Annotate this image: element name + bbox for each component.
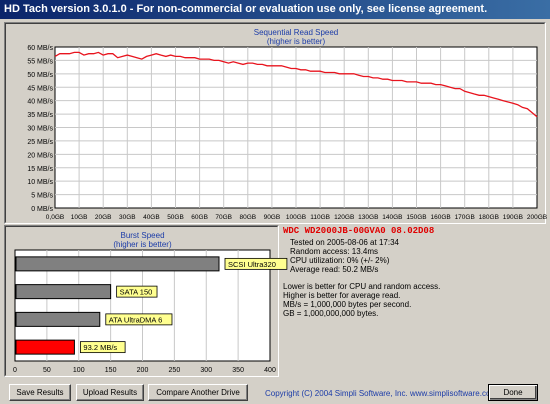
- done-button[interactable]: Done: [488, 384, 538, 401]
- y-tick-label: 60 MB/s: [27, 45, 53, 52]
- burst-speed-panel: Burst Speed (higher is better) 0 50 100 150 20…: [4, 225, 288, 377]
- x-tick-label: 170GB: [455, 214, 475, 221]
- chart-subtitle: (higher is better): [267, 37, 326, 46]
- x-tick-label: 100GB: [286, 214, 306, 221]
- y-tick-label: 15 MB/s: [27, 166, 53, 173]
- tested-on: Tested on 2005-08-06 at 17:34: [290, 238, 399, 247]
- burst-bar-label: SATA 150: [120, 288, 153, 297]
- x-tick-label: 180GB: [479, 214, 499, 221]
- x-tick-label: 200: [137, 367, 149, 374]
- y-tick-label: 0 MB/s: [31, 206, 53, 213]
- read-speed-chart: Sequential Read Speed(higher is better) 0…: [27, 28, 547, 221]
- chart-subtitle: (higher is better): [113, 240, 172, 249]
- upload-results-button[interactable]: Upload Results: [76, 384, 144, 401]
- x-tick-label: 100: [73, 367, 85, 374]
- x-tick-label: 30GB: [119, 214, 136, 221]
- burst-label-box: [224, 257, 288, 270]
- x-tick-label: 160GB: [430, 214, 450, 221]
- burst-bar-label: ATA UltraDMA 6: [109, 315, 163, 324]
- x-tick-label: 20GB: [95, 214, 112, 221]
- cpu-utilization: CPU utilization: 0% (+/- 2%): [290, 256, 390, 265]
- average-read: Average read: 50.2 MB/s: [290, 265, 379, 274]
- x-tick-label: 40GB: [143, 214, 160, 221]
- burst-label-box: [80, 341, 126, 354]
- drive-name: WDC WD2000JB-00GVA0 08.02D08: [283, 226, 435, 236]
- note-line: Higher is better for average read.: [283, 291, 401, 300]
- burst-label-box: [105, 313, 173, 326]
- x-tick-label: 120GB: [334, 214, 354, 221]
- read-speed-panel: Sequential Read Speed (higher is better) 0…: [4, 22, 547, 224]
- x-tick-label: 70GB: [215, 214, 232, 221]
- x-tick-label: 50GB: [167, 214, 184, 221]
- x-tick-label: 350: [232, 367, 244, 374]
- burst-bar: [15, 311, 101, 327]
- note-line: GB = 1,000,000,000 bytes.: [283, 309, 379, 318]
- x-tick-label: 90GB: [264, 214, 281, 221]
- compare-drive-button[interactable]: Compare Another Drive: [148, 384, 248, 401]
- y-tick-label: 20 MB/s: [27, 152, 53, 159]
- x-tick-label: 130GB: [358, 214, 378, 221]
- x-tick-label: 400: [264, 367, 276, 374]
- read-speed-line: [54, 51, 538, 118]
- y-tick-label: 40 MB/s: [27, 99, 53, 106]
- burst-bar-label: 93.2 MB/s: [83, 343, 117, 352]
- title-bar: HD Tach version 3.0.1.0 - For non-commer…: [0, 0, 550, 19]
- random-access: Random access: 13.4ms: [290, 247, 379, 256]
- x-tick-label: 10GB: [71, 214, 88, 221]
- save-results-button[interactable]: Save Results: [9, 384, 71, 401]
- y-tick-label: 35 MB/s: [27, 112, 53, 119]
- x-tick-label: 80GB: [239, 214, 256, 221]
- drive-info-panel: WDC WD2000JB-00GVA0 08.02D08 Tested on 2…: [283, 226, 545, 376]
- burst-label-box: [116, 285, 158, 298]
- chart-title: Burst Speed: [120, 231, 164, 240]
- x-tick-label: 200GB: [527, 214, 547, 221]
- x-tick-label: 50: [43, 367, 51, 374]
- burst-bar: [15, 256, 220, 272]
- x-tick-label: 60GB: [191, 214, 208, 221]
- chart-title: Sequential Read Speed: [254, 28, 339, 37]
- burst-speed-chart: Burst Speed(higher is better) 0 50 100 150 20…: [13, 231, 288, 374]
- x-tick-label: 250: [169, 367, 181, 374]
- y-tick-label: 10 MB/s: [27, 179, 53, 186]
- x-tick-label: 0: [13, 367, 17, 374]
- note-line: MB/s = 1,000,000 bytes per second.: [283, 300, 412, 309]
- x-tick-label: 150GB: [406, 214, 426, 221]
- y-tick-label: 30 MB/s: [27, 126, 53, 133]
- burst-bar: [15, 284, 112, 300]
- x-tick-label: 190GB: [503, 214, 523, 221]
- y-tick-label: 45 MB/s: [27, 85, 53, 92]
- y-tick-label: 55 MB/s: [27, 58, 53, 65]
- y-tick-label: 25 MB/s: [27, 139, 53, 146]
- burst-bar: [15, 339, 75, 355]
- x-tick-label: 0,0GB: [46, 214, 64, 221]
- x-tick-label: 140GB: [382, 214, 402, 221]
- copyright-text: Copyright (C) 2004 Simpli Software, Inc.…: [265, 389, 498, 398]
- y-tick-label: 5 MB/s: [31, 193, 53, 200]
- x-tick-label: 110GB: [310, 214, 330, 221]
- x-tick-label: 150: [105, 367, 117, 374]
- x-tick-label: 300: [200, 367, 212, 374]
- y-tick-label: 50 MB/s: [27, 72, 53, 79]
- note-line: Lower is better for CPU and random acces…: [283, 282, 441, 291]
- burst-bar-label: SCSI Ultra320: [228, 260, 276, 269]
